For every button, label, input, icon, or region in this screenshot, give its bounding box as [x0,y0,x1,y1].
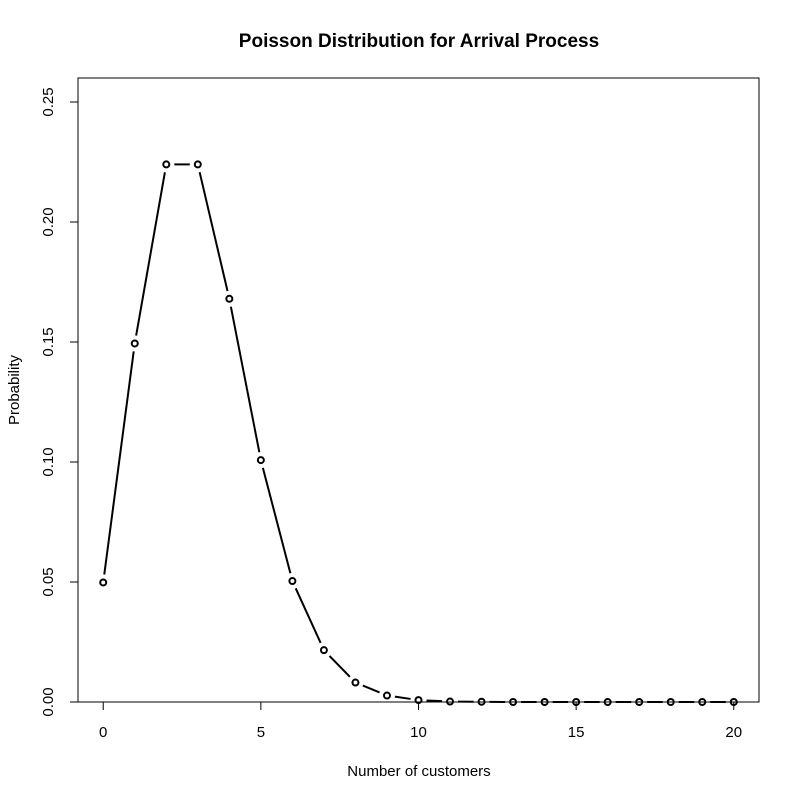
y-axis: 0.00 0.05 0.10 0.15 0.20 0.25 [40,87,78,717]
series-segment [294,587,322,644]
y-axis-label: Probability [6,354,23,425]
series-segment [229,306,261,453]
series-segment [135,172,166,336]
x-tick-label: 15 [568,724,585,741]
data-point [130,339,139,348]
data-point [193,160,202,169]
data-point [698,698,707,706]
data-point [162,160,171,169]
data-point [540,698,549,706]
data-point [351,678,360,687]
series-segment [426,699,443,703]
data-point [603,698,612,706]
x-axis: 0 5 10 15 20 [99,702,742,741]
data-point [382,691,391,700]
data-point [572,698,581,706]
data-point [319,646,328,655]
data-point [666,698,675,706]
y-tick-label: 0.25 [40,87,57,116]
plot-frame [77,77,760,703]
series-points [99,160,738,706]
y-tick-label: 0.15 [40,327,57,356]
series-line [103,163,726,703]
x-tick-label: 5 [257,724,265,741]
data-point [477,697,486,706]
series-segment [103,351,135,575]
data-point [509,698,518,706]
series-segment [362,684,380,694]
x-axis-label: Number of customers [347,763,490,780]
x-tick-label: 10 [410,724,427,741]
data-point [288,577,297,586]
data-point [635,698,644,706]
data-point [256,456,265,465]
y-tick-label: 0.00 [40,687,57,716]
series-segment [261,467,292,574]
x-tick-label: 0 [99,724,107,741]
chart-title: Poisson Distribution for Arrival Process [239,31,599,52]
x-tick-label: 20 [725,724,742,741]
series-segment [198,171,229,292]
data-point [414,696,423,705]
data-point [446,697,455,706]
data-point [99,578,108,587]
y-tick-label: 0.10 [40,447,57,476]
series-segment [394,695,411,700]
y-tick-label: 0.05 [40,567,57,596]
data-point [225,294,234,303]
series-segment [328,655,351,678]
data-point [729,698,738,706]
y-tick-label: 0.20 [40,207,57,236]
